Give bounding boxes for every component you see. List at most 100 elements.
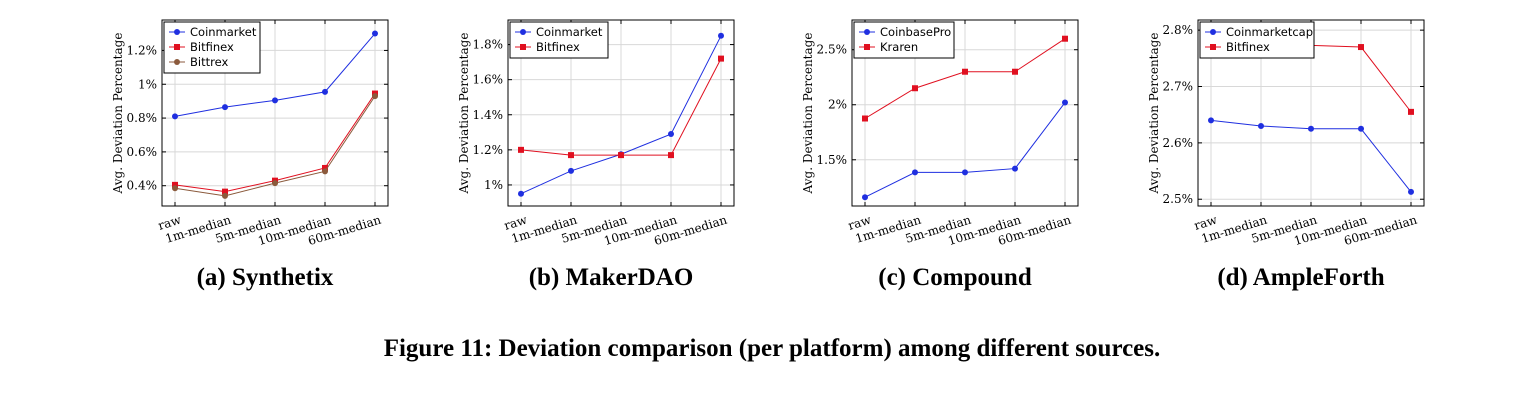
data-point	[272, 97, 278, 104]
data-point	[172, 113, 178, 120]
legend-box	[509, 21, 609, 59]
y-tick-label: 1%	[484, 178, 503, 192]
data-point	[222, 192, 228, 199]
data-point	[862, 194, 868, 201]
legend-label: Coinmarketcap	[1226, 25, 1313, 39]
data-point	[1358, 125, 1364, 132]
legend-marker	[520, 44, 526, 50]
y-tick-label: 1.5%	[817, 153, 848, 167]
legend-label: CoinbasePro	[880, 25, 951, 39]
y-tick-label: 1%	[138, 77, 157, 91]
data-point	[1308, 125, 1314, 132]
data-point	[962, 68, 968, 75]
legend-label: Bittrex	[190, 55, 228, 69]
chart-panel-4: 2.5%2.6%2.7%2.8%raw1m-median5m-median10m…	[1147, 19, 1425, 291]
x-tick-label: raw	[846, 212, 873, 232]
data-point	[862, 115, 868, 122]
legend-label: Bitfinex	[536, 40, 580, 54]
data-point	[668, 131, 674, 138]
y-tick-label: 1.2%	[473, 143, 504, 157]
chart-panel-3: 1.5%2%2.5%raw1m-median5m-median10m-media…	[801, 19, 1079, 291]
y-tick-label: 2.6%	[1163, 136, 1194, 150]
data-point	[1012, 165, 1018, 172]
data-point	[322, 164, 328, 171]
plot-frame	[1197, 19, 1425, 207]
legend-marker	[864, 44, 870, 50]
figure-caption: Figure 11: Deviation comparison (per pla…	[384, 335, 1161, 362]
panel-caption: (a) Synthetix	[197, 264, 334, 291]
legend-label: Bitfinex	[190, 40, 234, 54]
legend-label: Coinmarket	[190, 25, 257, 39]
x-tick-label: raw	[156, 212, 183, 232]
data-point	[172, 185, 178, 192]
y-tick-label: 1.8%	[473, 38, 504, 52]
data-point	[568, 167, 574, 174]
legend-label: Kraren	[880, 40, 918, 54]
y-axis-label: Avg. Deviation Percentage	[1147, 33, 1161, 195]
data-point	[222, 104, 228, 111]
y-tick-label: 0.8%	[127, 111, 158, 125]
data-point	[322, 88, 328, 95]
data-point	[1208, 117, 1214, 124]
data-point	[1062, 35, 1068, 42]
data-point	[222, 188, 228, 195]
legend-box	[853, 21, 955, 59]
y-tick-label: 0.6%	[127, 145, 158, 159]
chart-panel-2: 1%1.2%1.4%1.6%1.8%raw1m-median5m-median1…	[457, 19, 735, 291]
data-point	[272, 180, 278, 187]
data-point	[1012, 68, 1018, 75]
x-tick-label: raw	[502, 212, 529, 232]
data-point	[718, 55, 724, 62]
y-tick-label: 2.8%	[1163, 23, 1194, 37]
legend-marker	[174, 29, 180, 35]
y-tick-label: 1.4%	[473, 108, 504, 122]
data-point	[1258, 122, 1264, 129]
panel-caption: (d) AmpleForth	[1217, 264, 1384, 291]
data-point	[172, 181, 178, 188]
data-point	[618, 152, 624, 159]
y-tick-label: 2.5%	[817, 43, 848, 57]
y-axis-label: Avg. Deviation Percentage	[111, 33, 125, 195]
panel-caption: (c) Compound	[878, 264, 1032, 291]
y-axis-label: Avg. Deviation Percentage	[801, 33, 815, 195]
legend-marker	[174, 59, 180, 65]
legend-marker	[864, 29, 870, 35]
y-tick-label: 1.2%	[127, 43, 158, 57]
x-tick-label: raw	[1192, 212, 1219, 232]
data-point	[912, 169, 918, 176]
plot-frame	[161, 19, 389, 207]
data-point	[1408, 108, 1414, 115]
data-point	[962, 169, 968, 176]
data-point	[718, 32, 724, 39]
legend-marker	[174, 44, 180, 50]
data-point	[372, 30, 378, 37]
data-point	[1408, 188, 1414, 195]
data-point	[518, 190, 524, 197]
plot-frame	[851, 19, 1079, 207]
y-tick-label: 2%	[828, 98, 847, 112]
data-point	[322, 168, 328, 175]
data-point	[372, 93, 378, 100]
legend-marker	[1210, 29, 1216, 35]
chart-panel-1: 0.4%0.6%0.8%1%1.2%raw1m-median5m-median1…	[111, 19, 389, 291]
plot-frame	[507, 19, 735, 207]
y-axis-label: Avg. Deviation Percentage	[457, 33, 471, 195]
legend-box	[1199, 21, 1315, 59]
y-tick-label: 2.5%	[1163, 192, 1194, 206]
data-point	[568, 152, 574, 159]
data-point	[518, 146, 524, 153]
y-tick-label: 2.7%	[1163, 80, 1194, 94]
legend-label: Bitfinex	[1226, 40, 1270, 54]
y-tick-label: 1.6%	[473, 73, 504, 87]
y-tick-label: 0.4%	[127, 179, 158, 193]
data-point	[1358, 44, 1364, 51]
data-point	[668, 152, 674, 159]
data-point	[1062, 99, 1068, 106]
legend-label: Coinmarket	[536, 25, 603, 39]
panel-caption: (b) MakerDAO	[529, 264, 694, 291]
